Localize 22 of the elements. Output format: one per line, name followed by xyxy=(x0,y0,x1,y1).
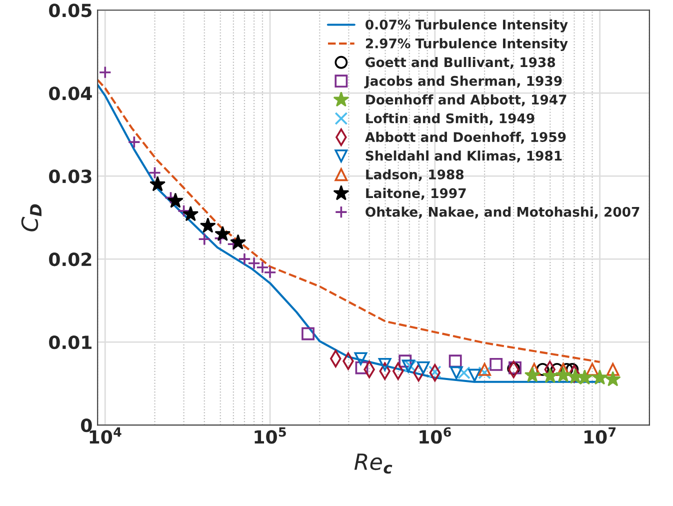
y-tick-label: 0.05 xyxy=(49,4,92,18)
legend-label: Ohtake, Nakae, and Motohashi, 2007 xyxy=(366,206,640,219)
y-tick-label: 0.04 xyxy=(49,86,92,100)
legend-label: 2.97% Turbulence Intensity xyxy=(366,38,568,52)
legend-label: Abbott and Doenhoff, 1959 xyxy=(364,132,566,144)
legend-label: 0.07% Turbulence Intensity xyxy=(366,19,568,32)
legend-label: Sheldahl and Klimas, 1981 xyxy=(366,150,562,162)
y-tick-label: 0.03 xyxy=(49,170,92,184)
legend-label: Goett and Bullivant, 1938 xyxy=(366,56,556,69)
legend-label: Laitone, 1997 xyxy=(366,188,466,200)
x-tick-label: 10$^{5}$ xyxy=(254,427,286,444)
y-tick-label: 0 xyxy=(81,418,92,432)
legend-label: Jacobs and Sherman, 1939 xyxy=(364,76,562,88)
y-tick-label: 0.02 xyxy=(49,252,92,266)
legend-label: Doenhoff and Abbott, 1947 xyxy=(366,94,566,106)
legend-label: Ladson, 1988 xyxy=(366,169,464,182)
y-tick-label: 0.01 xyxy=(49,336,92,350)
x-tick-label: 10$^{6}$ xyxy=(420,427,451,444)
x-axis-title: Re$_{c}$ xyxy=(354,454,392,474)
legend-label: Loftin and Smith, 1949 xyxy=(366,113,534,125)
x-tick-label: 10$^{7}$ xyxy=(584,427,616,444)
y-axis-title: C$_{D}$ xyxy=(21,204,42,232)
